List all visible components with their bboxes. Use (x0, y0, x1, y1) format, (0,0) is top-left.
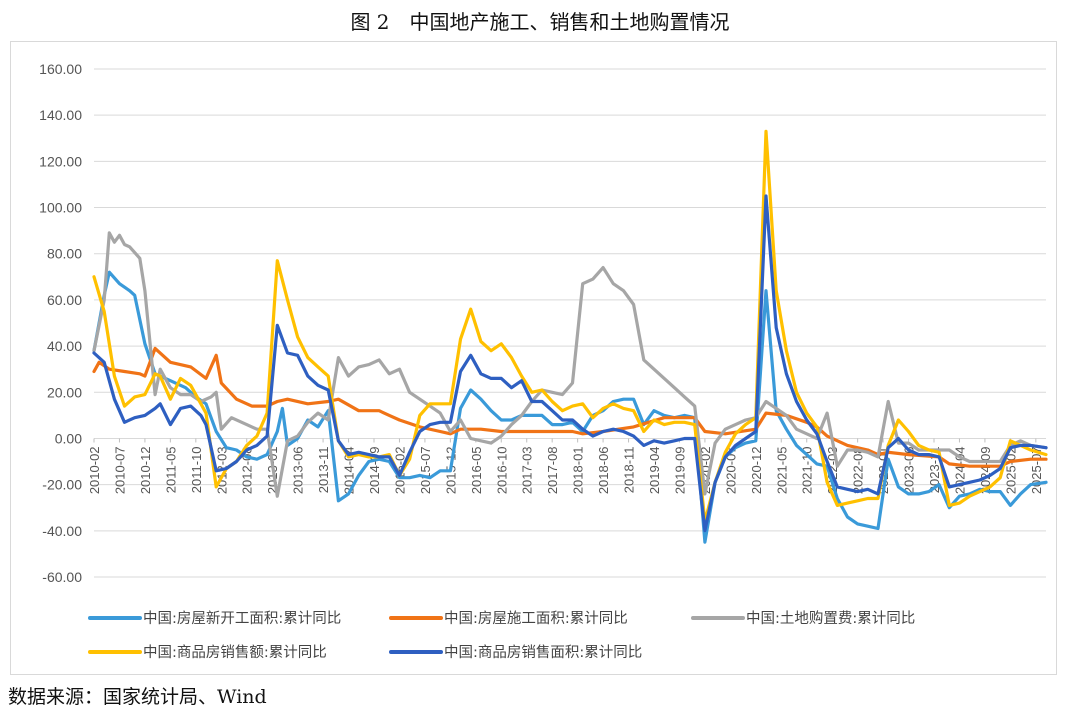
series-line-3 (92, 231, 1048, 498)
y-tick-label: 40.00 (47, 338, 82, 354)
y-tick-label: -40.00 (42, 523, 82, 539)
x-tick-label: 2015-02 (392, 446, 407, 494)
y-tick-label: 20.00 (47, 384, 82, 400)
legend-label-3: 中国:土地购置费:累计同比 (746, 610, 915, 627)
series-line-2 (92, 346, 1048, 468)
x-tick-label: 2024-09 (978, 446, 993, 494)
x-tick-label: 2017-03 (520, 446, 535, 494)
x-tick-label: 2018-11 (622, 446, 637, 493)
x-tick-label: 2018-06 (596, 446, 611, 494)
series-lines (92, 129, 1048, 544)
y-tick-label: 100.00 (39, 200, 82, 216)
figure-title: 图 2 中国地产施工、销售和土地购置情况 (350, 10, 730, 34)
x-tick-label: 2021-05 (774, 446, 789, 494)
chart-frame (10, 41, 1057, 675)
series-line-5 (92, 194, 1048, 533)
x-tick-label: 2016-05 (469, 446, 484, 494)
y-tick-label: -20.00 (42, 477, 82, 493)
x-tick-label: 2011-10 (189, 446, 204, 493)
y-tick-label: 0.00 (55, 430, 82, 446)
y-tick-label: 60.00 (47, 292, 82, 308)
x-tick-label: 2010-07 (112, 446, 127, 494)
x-tick-label: 2019-09 (672, 446, 687, 494)
y-tick-label: 120.00 (39, 153, 82, 169)
legend-label-5: 中国:商品房销售面积:累计同比 (444, 644, 642, 661)
x-tick-label: 2018-01 (571, 446, 586, 494)
x-tick-label: 2013-11 (316, 446, 331, 493)
x-tick-label: 2015-07 (418, 446, 433, 494)
legend-label-2: 中国:房屋施工面积:累计同比 (444, 610, 628, 627)
legend-label-4: 中国:商品房销售额:累计同比 (143, 644, 327, 661)
x-tick-label: 2010-12 (138, 446, 153, 494)
legend: 中国:房屋新开工面积:累计同比 中国:房屋施工面积:累计同比 中国:土地购置费:累计… (88, 610, 915, 661)
y-tick-label: -60.00 (42, 569, 82, 585)
source-note: 数据来源：国家统计局、Wind (8, 686, 267, 708)
x-tick-label: 2022-08 (851, 446, 866, 494)
x-tick-label: 2014-04 (342, 446, 357, 494)
x-tick-label: 2016-10 (494, 446, 509, 494)
series-line-1 (92, 270, 1048, 544)
y-tick-label: 160.00 (39, 61, 82, 77)
line-chart: -60.00 -40.00 -20.00 0.00 20.00 40.00 60.00 80.… (39, 61, 1048, 661)
x-tick-label: 2019-04 (647, 446, 662, 494)
x-tick-label: 2011-05 (163, 446, 178, 493)
grid-lines (94, 68, 1046, 578)
x-tick-label: 2020-07 (723, 446, 738, 494)
legend-label-1: 中国:房屋新开工面积:累计同比 (143, 610, 341, 627)
x-tick-label: 2020-12 (749, 446, 764, 494)
x-tick-label: 2017-08 (545, 446, 560, 494)
x-tick-label: 2010-02 (87, 446, 102, 494)
x-tick-label: 2023-06 (902, 446, 917, 494)
y-tick-label: 140.00 (39, 107, 82, 123)
y-axis: -60.00 -40.00 -20.00 0.00 20.00 40.00 60.00 80.… (39, 61, 82, 585)
y-tick-label: 80.00 (47, 246, 82, 262)
x-tick-label: 2013-06 (291, 446, 306, 494)
